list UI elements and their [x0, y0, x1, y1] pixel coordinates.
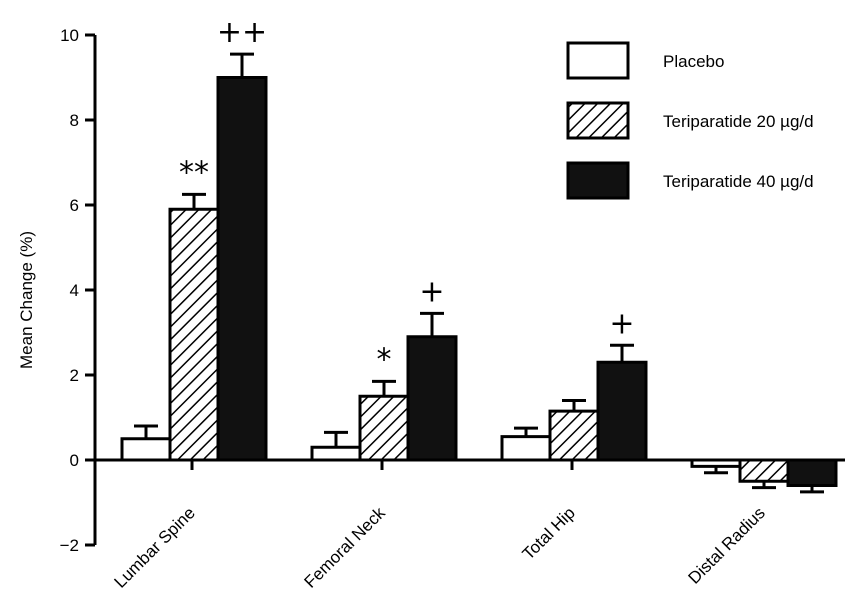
- category-label: Distal Radius: [685, 503, 769, 587]
- category-label: Total Hip: [519, 503, 579, 563]
- significance-marker: **: [179, 155, 209, 190]
- significance-marker: +: [419, 274, 444, 309]
- bar: [216, 76, 268, 462]
- y-tick-label: 6: [70, 196, 79, 215]
- category-label: Femoral Neck: [301, 503, 390, 592]
- bar: [786, 458, 838, 487]
- bar: [310, 445, 362, 462]
- bar: [500, 435, 552, 462]
- bar: [738, 458, 790, 483]
- significance-marker: ++: [217, 15, 267, 50]
- legend: Placebo Teriparatide 20 µg/d Teriparatide …: [566, 41, 814, 200]
- legend-label: Teriparatide 40 µg/d: [663, 172, 814, 191]
- bar: [596, 360, 648, 462]
- y-tick-label: 0: [70, 451, 79, 470]
- y-tick-label: 2: [70, 366, 79, 385]
- category-label: Lumbar Spine: [111, 503, 199, 591]
- bar: [406, 335, 458, 462]
- legend-label: Teriparatide 20 µg/d: [663, 112, 814, 131]
- y-axis-title: Mean Change (%): [17, 231, 36, 369]
- significance-marker: +: [609, 306, 634, 341]
- significance-marker: *: [377, 342, 392, 377]
- bar: [548, 409, 600, 462]
- bar: [358, 394, 410, 462]
- tick-labels: −2 0 2 4 6 8 10 Lumbar Spine Femoral Neck Total H…: [60, 26, 769, 592]
- y-tick-label: 10: [60, 26, 79, 45]
- legend-swatch: [566, 41, 630, 80]
- y-tick-label: −2: [60, 536, 79, 555]
- bars: **++*++: [120, 15, 838, 494]
- bar: [120, 437, 172, 462]
- y-tick-label: 4: [70, 281, 79, 300]
- bar: [168, 207, 220, 462]
- y-tick-label: 8: [70, 111, 79, 130]
- legend-label: Placebo: [663, 52, 724, 71]
- legend-swatch: [566, 101, 630, 140]
- bar: [690, 458, 742, 468]
- legend-swatch: [566, 161, 630, 200]
